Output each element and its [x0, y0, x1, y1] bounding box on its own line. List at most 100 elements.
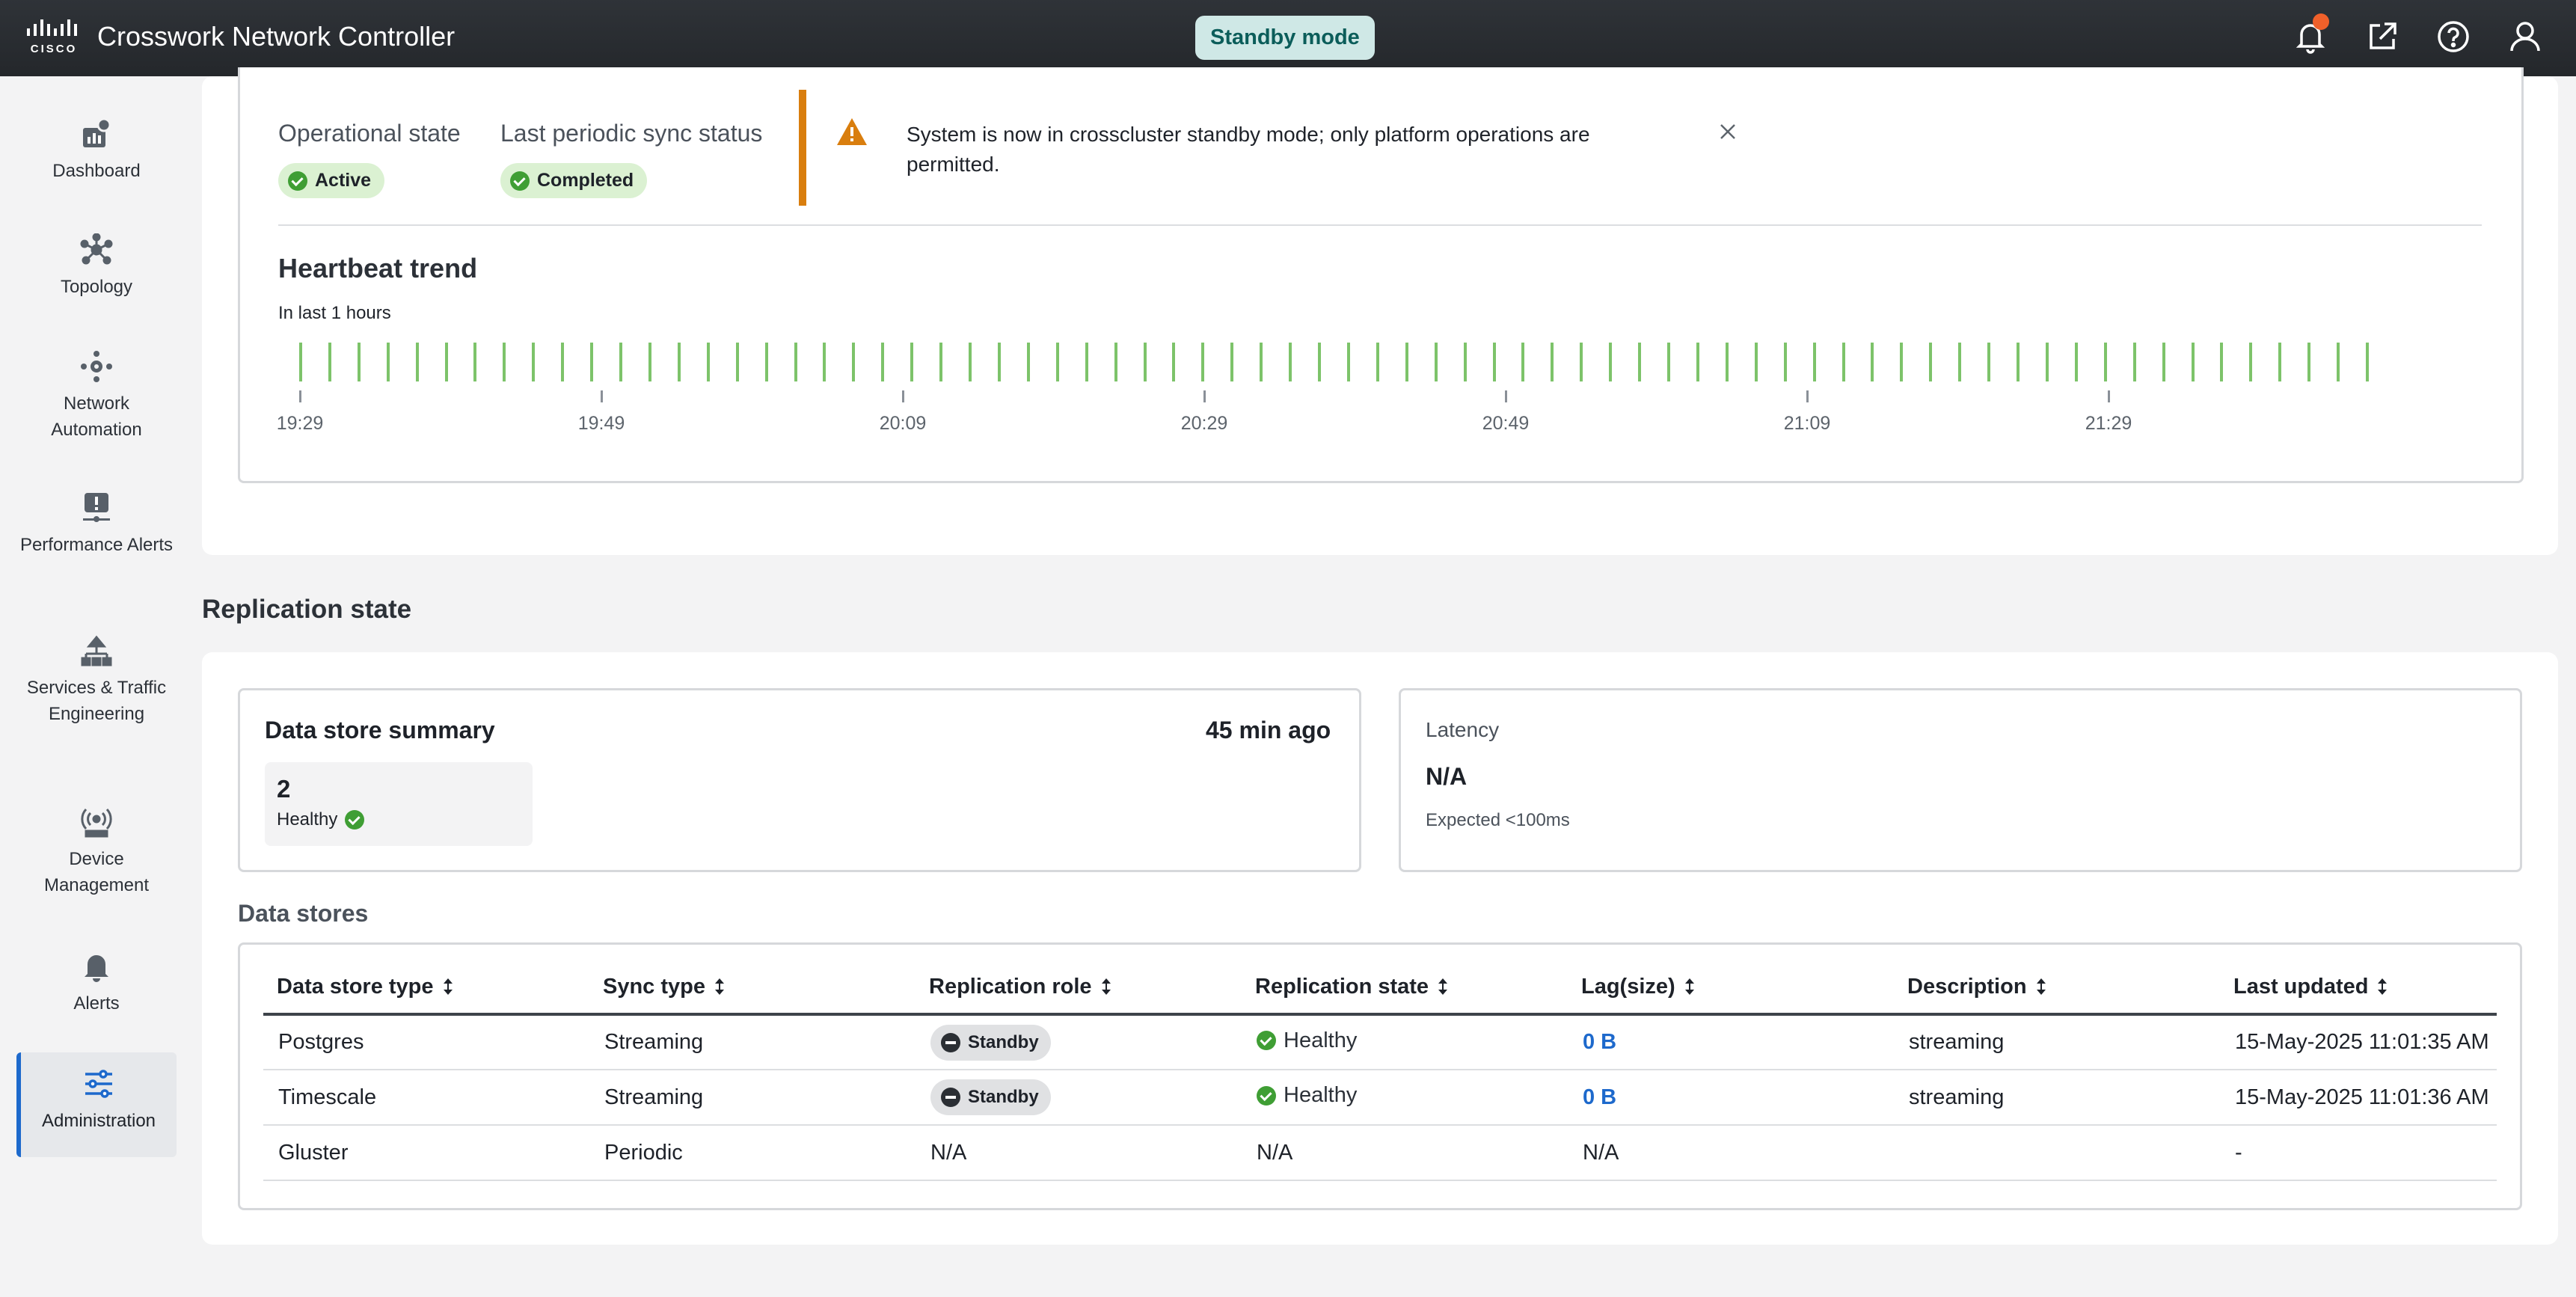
heartbeat-bar: [1783, 343, 1787, 381]
help-icon[interactable]: [2436, 19, 2471, 54]
app-title: Crosswork Network Controller: [97, 21, 456, 52]
column-header[interactable]: Data store type: [263, 960, 589, 1016]
table-row[interactable]: Postgres Streaming Standby Healthy 0 B stream…: [263, 1014, 2497, 1070]
cell-description: streaming: [1894, 1070, 2220, 1126]
axis-tick: [2108, 390, 2110, 402]
nav-item-dashboard[interactable]: Dashboard: [16, 117, 177, 184]
heartbeat-bar: [1230, 343, 1234, 381]
table-header-row: Data store type Sync type Replication role…: [263, 960, 2497, 1016]
sort-icon[interactable]: [1101, 978, 1111, 996]
sort-icon[interactable]: [1684, 978, 1695, 996]
nav-item-alerts[interactable]: Alerts: [16, 950, 177, 1017]
heartbeat-bar: [1026, 343, 1030, 381]
table-row[interactable]: Timescale Streaming Standby Healthy 0 B strea…: [263, 1070, 2497, 1126]
nav-item-services[interactable]: Services & Traffic Engineering: [16, 634, 177, 727]
heartbeat-bar: [969, 343, 972, 381]
check-icon: [1257, 1031, 1276, 1051]
heartbeat-bar: [677, 343, 681, 381]
heartbeat-bar: [1172, 343, 1176, 381]
nav-label-dashboard: Dashboard: [52, 161, 141, 181]
heartbeat-bar: [1841, 343, 1845, 381]
standby-alert: [799, 90, 1771, 206]
healthy-status: Healthy: [1257, 1083, 1357, 1108]
summary-updated: 45 min ago: [1206, 717, 1331, 743]
sort-icon[interactable]: [1438, 978, 1448, 996]
column-header[interactable]: Description: [1894, 960, 2220, 1016]
heartbeat-bar: [794, 343, 797, 381]
operational-state-badge: Active: [278, 163, 385, 198]
sort-icon[interactable]: [714, 978, 725, 996]
sort-icon[interactable]: [2036, 978, 2046, 996]
heartbeat-subtitle: In last 1 hours: [278, 303, 391, 323]
summary-title: Data store summary: [265, 717, 495, 743]
cell-role: N/A: [916, 1125, 1242, 1181]
latency-value: N/A: [1426, 763, 1468, 790]
topology-icon: [80, 233, 113, 265]
sync-status-badge: Completed: [500, 163, 648, 198]
axis-time-label: 21:09: [1783, 413, 1831, 434]
lag-link[interactable]: 0 B: [1583, 1085, 1617, 1109]
alert-message: System is now in crosscluster standby mo…: [907, 123, 1590, 176]
role-label: Standby: [968, 1087, 1039, 1107]
cell-type: Gluster: [263, 1125, 589, 1181]
axis-time-label: 19:49: [577, 413, 625, 434]
minus-circle-icon: [941, 1088, 960, 1107]
nav-item-topology[interactable]: Topology: [16, 233, 177, 300]
nav-item-performance-alerts[interactable]: Performance Alerts: [16, 491, 177, 558]
sort-icon[interactable]: [2377, 978, 2388, 996]
heartbeat-bar: [1434, 343, 1438, 381]
cell-role: Standby: [916, 1070, 1242, 1126]
sort-icon[interactable]: [443, 978, 453, 996]
heartbeat-bar: [648, 343, 651, 381]
cell-updated: 15-May-2025 11:01:36 AM: [2220, 1070, 2497, 1126]
sliders-icon: [85, 1070, 112, 1098]
heartbeat-bar: [1638, 343, 1642, 381]
close-icon[interactable]: [1719, 123, 1737, 141]
heartbeat-bar: [1871, 343, 1874, 381]
heartbeat-bar: [2337, 343, 2340, 381]
axis-time-label: 20:29: [1180, 413, 1228, 434]
check-icon: [510, 171, 530, 191]
heartbeat-bar: [2249, 343, 2253, 381]
heartbeat-bar: [1551, 343, 1554, 381]
operational-state-label: Operational state: [278, 120, 461, 147]
bell-icon: [85, 955, 108, 982]
heartbeat-bar: [561, 343, 565, 381]
heartbeat-bar: [1201, 343, 1205, 381]
heartbeat-bar: [1754, 343, 1758, 381]
heartbeat-bar: [706, 343, 710, 381]
heartbeat-bar: [1376, 343, 1379, 381]
heartbeat-bar: [2132, 343, 2136, 381]
heartbeat-bar: [1114, 343, 1117, 381]
heartbeat-bar: [1289, 343, 1292, 381]
heartbeat-bar: [1085, 343, 1088, 381]
notification-dot: [2313, 13, 2329, 30]
column-header[interactable]: Last updated: [2220, 960, 2497, 1016]
heartbeat-bar: [1609, 343, 1613, 381]
data-stores-table: Data store type Sync type Replication role…: [263, 960, 2497, 1181]
heartbeat-bar: [1987, 343, 1991, 381]
role-label: Standby: [968, 1031, 1039, 1052]
nav-item-administration[interactable]: Administration: [16, 1052, 177, 1157]
column-header[interactable]: Replication state: [1242, 960, 1568, 1016]
nav-item-network-automation[interactable]: Network Automation: [16, 350, 177, 443]
table-row[interactable]: Gluster Periodic N/A N/A N/A -: [263, 1125, 2497, 1181]
user-icon[interactable]: [2508, 19, 2542, 54]
heartbeat-bar: [1346, 343, 1350, 381]
latency-expected: Expected <100ms: [1426, 810, 1570, 830]
latency-card: [1399, 688, 2522, 872]
nav-item-device-management[interactable]: Device Management: [16, 806, 177, 898]
operational-state-value: Active: [315, 170, 372, 191]
external-link-icon[interactable]: [2365, 19, 2399, 54]
axis-tick: [1203, 390, 1206, 402]
standby-mode-badge: Standby mode: [1195, 16, 1375, 60]
cell-description: [1894, 1125, 2220, 1181]
nav-label-device-management: Device Management: [43, 849, 150, 895]
column-header[interactable]: Replication role: [916, 960, 1242, 1016]
column-header[interactable]: Lag(size): [1568, 960, 1894, 1016]
axis-tick: [1806, 390, 1809, 402]
column-header-label: Replication role: [929, 974, 1092, 999]
lag-link[interactable]: 0 B: [1583, 1030, 1617, 1054]
column-header-label: Description: [1907, 974, 2027, 999]
column-header[interactable]: Sync type: [589, 960, 916, 1016]
